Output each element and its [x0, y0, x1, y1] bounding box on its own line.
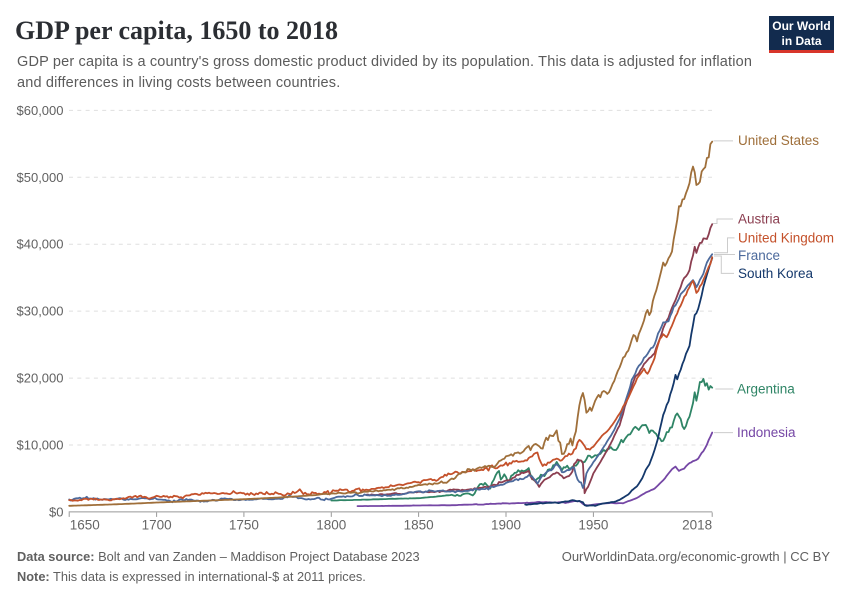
svg-text:1650: 1650: [70, 518, 100, 533]
svg-text:$10,000: $10,000: [17, 438, 64, 453]
svg-text:$30,000: $30,000: [17, 304, 64, 319]
svg-text:United States: United States: [738, 133, 819, 148]
svg-text:$0: $0: [49, 504, 63, 519]
svg-text:1950: 1950: [578, 518, 608, 533]
svg-text:$40,000: $40,000: [17, 237, 64, 252]
svg-text:$50,000: $50,000: [17, 170, 64, 185]
svg-text:South Korea: South Korea: [738, 266, 814, 281]
svg-text:Indonesia: Indonesia: [737, 425, 796, 440]
svg-text:2018: 2018: [682, 518, 712, 533]
svg-text:1700: 1700: [142, 518, 172, 533]
svg-text:1800: 1800: [316, 518, 346, 533]
svg-text:United Kingdom: United Kingdom: [738, 231, 834, 246]
svg-text:France: France: [738, 248, 780, 263]
svg-text:1900: 1900: [491, 518, 521, 533]
svg-text:Argentina: Argentina: [737, 382, 795, 397]
svg-text:Austria: Austria: [738, 212, 781, 227]
svg-text:$20,000: $20,000: [17, 371, 64, 386]
svg-text:1850: 1850: [404, 518, 434, 533]
svg-text:$60,000: $60,000: [17, 103, 64, 118]
svg-text:1750: 1750: [229, 518, 259, 533]
